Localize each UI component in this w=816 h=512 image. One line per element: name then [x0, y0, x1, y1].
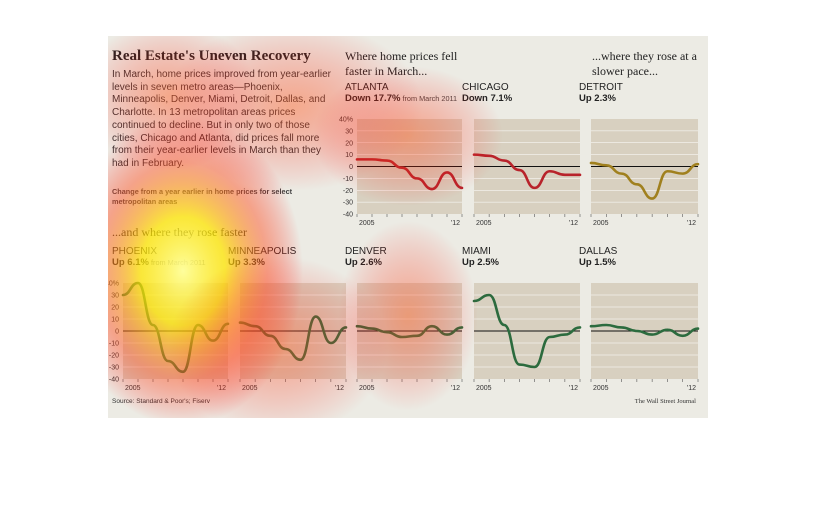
y-tick-label: -30: [343, 200, 353, 207]
y-tick-label: 10: [345, 152, 353, 159]
chart-panel-chicago: 2005 '12: [472, 119, 582, 227]
chart-panel-dallas: 2005 '12: [589, 283, 700, 392]
chart-figure: Real Estate's Uneven Recovery In March, …: [108, 36, 708, 418]
source-note: Source: Standard & Poor's; Fiserv: [112, 398, 211, 405]
x-tick-label: '12: [217, 385, 226, 392]
y-tick-label: -30: [109, 365, 119, 372]
x-tick-label: 2005: [359, 220, 375, 227]
y-tick-label: -40: [343, 212, 353, 219]
y-tick-label: 0: [115, 329, 119, 336]
y-tick-label: 10: [111, 317, 119, 324]
heading-slower: ...where they rose at a slower pace...: [592, 49, 697, 78]
change-text: Up 1.5%: [579, 257, 616, 268]
x-tick-label: 2005: [476, 220, 492, 227]
x-tick-label: 2005: [593, 385, 609, 392]
x-tick-label: '12: [569, 385, 578, 392]
change-text: Up 2.3%: [579, 93, 616, 104]
chart-panel-miami: 2005 '12: [472, 283, 582, 392]
x-tick-label: '12: [451, 220, 460, 227]
change-value: Up 2.3%: [579, 93, 623, 104]
x-tick-label: 2005: [125, 385, 141, 392]
change-text: Up 2.5%: [462, 257, 499, 268]
x-tick-label: 2005: [359, 385, 375, 392]
chart-panel-phoenix: 2005 '12 40% 30 20 10 0 -10 -20 -30 -40: [108, 281, 230, 392]
x-tick-label: '12: [569, 220, 578, 227]
chart-panel-atlanta: 2005 '12 40% 30 20 10 0 -10 -20 -30 -40: [339, 117, 464, 227]
change-value: Up 2.5%: [462, 257, 499, 268]
series-line-detroit: [589, 161, 700, 200]
y-tick-label: 20: [111, 305, 119, 312]
y-tick-label: -10: [109, 341, 119, 348]
x-tick-label: '12: [451, 385, 460, 392]
panel-label-detroit: DETROIT Up 2.3%: [579, 82, 623, 104]
y-tick-label: -20: [109, 353, 119, 360]
city-name: DALLAS: [579, 246, 618, 257]
y-tick-label: -40: [109, 377, 119, 384]
chart-panel-minneapolis: 2005 '12: [238, 283, 348, 392]
chart-panel-denver: 2005 '12: [355, 283, 464, 392]
x-tick-label: '12: [335, 385, 344, 392]
y-tick-label: 40%: [339, 117, 353, 124]
series-line-miami: [472, 293, 582, 369]
city-name: DETROIT: [579, 82, 623, 93]
y-tick-label: 30: [345, 128, 353, 135]
change-value: Up 1.5%: [579, 257, 617, 268]
x-tick-label: '12: [687, 385, 696, 392]
y-tick-label: 30: [111, 293, 119, 300]
publisher-credit: The Wall Street Journal: [634, 398, 696, 405]
y-tick-label: 40%: [108, 281, 119, 288]
x-tick-label: 2005: [593, 220, 609, 227]
x-tick-label: '12: [687, 220, 696, 227]
y-tick-label: -10: [343, 176, 353, 183]
x-tick-label: 2005: [476, 385, 492, 392]
chart-panel-detroit: 2005 '12: [589, 119, 700, 227]
series-line-dallas: [589, 323, 700, 338]
panel-label-dallas: DALLAS Up 1.5%: [579, 246, 617, 268]
y-tick-label: 0: [349, 164, 353, 171]
y-tick-label: 20: [345, 140, 353, 147]
y-tick-label: -20: [343, 188, 353, 195]
x-tick-label: 2005: [242, 385, 258, 392]
